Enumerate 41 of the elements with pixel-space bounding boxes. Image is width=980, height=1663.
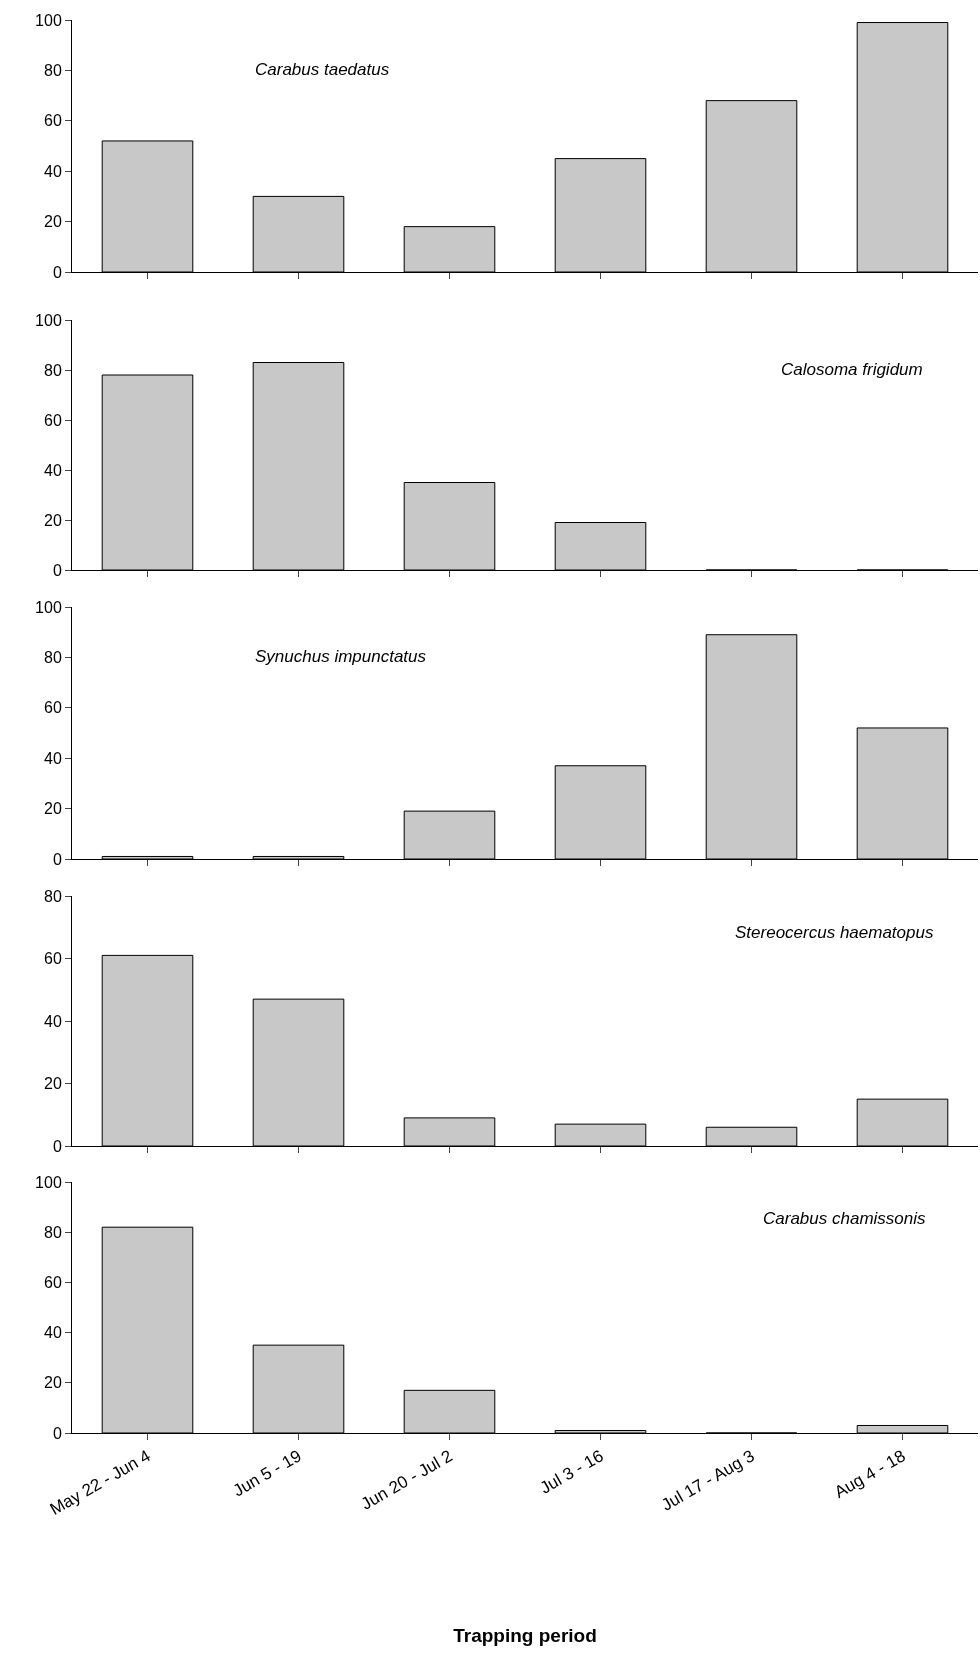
- annotation: Stereocercus haematopus: [735, 923, 934, 942]
- y-tick-label: 60: [44, 1274, 62, 1291]
- x-tick-label: Jul 3 - 16: [536, 1446, 607, 1498]
- y-tick-label: 60: [44, 699, 62, 717]
- y-tick-label: 0: [52, 1424, 62, 1442]
- y-tick-label: 0: [52, 1137, 62, 1155]
- x-tick-label: Aug 4 - 18: [831, 1446, 909, 1502]
- y-tick-label: 40: [44, 162, 62, 180]
- y-tick-label: 0: [52, 561, 62, 579]
- x-axis-title: Trapping period: [453, 1624, 597, 1646]
- y-tick-label: 40: [44, 749, 62, 767]
- annotation: Calosoma frigidum: [781, 360, 923, 379]
- y-tick-label: 20: [44, 800, 62, 818]
- x-tick-label: Jul 17 - Aug 3: [658, 1446, 758, 1515]
- x-tick-label: Jun 20 - Jul 2: [357, 1446, 456, 1514]
- y-tick-label: 80: [44, 649, 62, 666]
- x-tick-label: May 22 - Jun 4: [46, 1446, 154, 1519]
- y-tick-label: 20: [44, 213, 62, 231]
- y-tick-label: 60: [44, 411, 62, 429]
- y-tick-label: 40: [44, 461, 62, 479]
- y-tick-label: 40: [44, 1012, 62, 1030]
- y-tick-label: 80: [44, 62, 62, 79]
- x-tick-label: Jun 5 - 19: [229, 1446, 305, 1501]
- y-tick-label: 100: [35, 598, 62, 616]
- annotation: Synuchus impunctatus: [255, 647, 427, 666]
- y-tick-label: 0: [52, 850, 62, 868]
- y-tick-label: 20: [44, 1374, 62, 1392]
- y-tick-label: 100: [35, 1173, 62, 1191]
- y-tick-label: 100: [35, 11, 62, 29]
- y-tick-label: 0: [52, 263, 62, 281]
- annotation: Carabus taedatus: [255, 60, 390, 79]
- y-tick-label: 80: [44, 361, 62, 379]
- y-tick-label: 100: [35, 311, 62, 329]
- annotation: Carabus chamissonis: [763, 1209, 927, 1228]
- y-tick-label: 80: [44, 887, 62, 905]
- y-tick-label: 60: [44, 950, 62, 968]
- y-tick-label: 20: [44, 511, 62, 529]
- y-tick-label: 80: [44, 1223, 62, 1241]
- y-tick-label: 20: [44, 1075, 62, 1093]
- y-tick-label: 60: [44, 112, 62, 130]
- y-tick-label: 40: [44, 1324, 62, 1342]
